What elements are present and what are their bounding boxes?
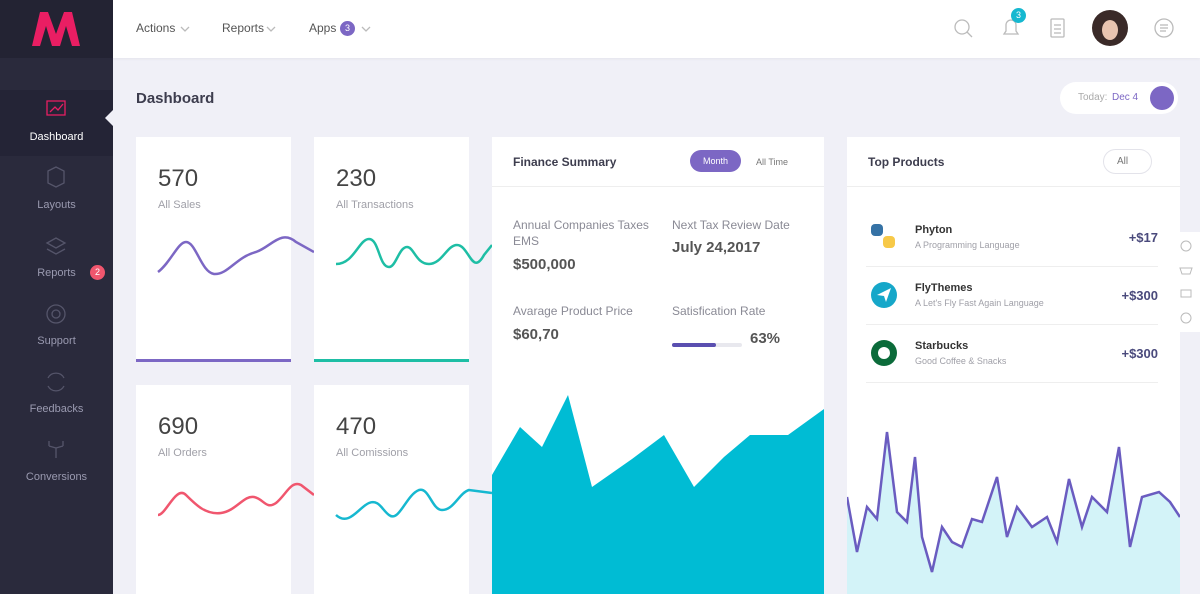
product-amount: +$300 (1121, 346, 1158, 361)
sidebar: Dashboard Layouts Reports 2 Support Feedbacks… (0, 0, 113, 594)
topbar-icons (180, 10, 1174, 46)
product-icons (871, 224, 897, 366)
nav-icon (46, 304, 66, 324)
nav-icon (47, 372, 65, 392)
product-name: FlyThemes (915, 282, 973, 294)
nav-item[interactable]: Reports (37, 267, 76, 279)
stat-label: All Sales (158, 199, 201, 211)
divider (866, 382, 1158, 383)
card-title: Top Products (868, 155, 945, 169)
area-chart (492, 395, 824, 594)
product-description: Good Coffee & Snacks (915, 356, 1007, 366)
date-label: Today: (1078, 92, 1108, 103)
product-description: A Programming Language (915, 240, 1020, 250)
logo-area (0, 0, 113, 58)
field-value: $60,70 (513, 326, 559, 343)
products-card: Top Products All Phyton A Programming La… (847, 137, 1180, 594)
nav-item[interactable]: Layouts (37, 199, 76, 211)
product-description: A Let's Fly Fast Again Language (915, 298, 1044, 308)
menu-item[interactable]: Apps (309, 21, 337, 35)
nav-item[interactable]: Support (37, 335, 76, 347)
field-label: Next Tax Review Date (672, 218, 790, 232)
nav-badge: 2 (90, 265, 105, 280)
nav-item[interactable]: Dashboard (29, 131, 84, 143)
field-value: July 24,2017 (672, 239, 761, 256)
notification-badge: 3 (1011, 8, 1026, 23)
nav-icon (45, 237, 67, 255)
sparkline (335, 237, 492, 269)
sparkline (157, 482, 314, 517)
product-name: Starbucks (915, 340, 969, 352)
filter[interactable]: All (1103, 149, 1152, 174)
stat-card: 690 All Orders (136, 385, 314, 594)
stat-card: 470 All Comissions (314, 385, 492, 594)
page-title: Dashboard (136, 90, 215, 107)
stat-value: 690 (158, 413, 199, 440)
field-value: $500,000 (513, 256, 576, 273)
stat-value: 570 (158, 165, 199, 192)
topbar: Actions Reports Apps 3 3 (113, 0, 1200, 58)
apps-badge: 3 (340, 21, 355, 36)
nav-item[interactable]: Feedbacks (29, 403, 84, 415)
field-label: Avarage Product Price (513, 304, 633, 318)
tab[interactable]: Month (690, 150, 741, 172)
divider (866, 324, 1158, 325)
active-notch (105, 110, 113, 126)
stat-card: 230 All Transactions (314, 137, 492, 362)
menu-item[interactable]: Actions (136, 21, 176, 35)
tab[interactable]: All Time (756, 157, 789, 167)
nav-icon (48, 441, 64, 458)
product-amount: +$17 (1128, 230, 1158, 245)
nav-icon (47, 166, 65, 188)
nav-item[interactable]: Conversions (25, 471, 88, 483)
product-amount: +$300 (1121, 288, 1158, 303)
date-picker[interactable]: Today: Dec 4 (1060, 82, 1178, 114)
stat-value: 230 (336, 165, 377, 192)
stat-label: All Orders (158, 447, 207, 459)
finance-card: Finance Summary Month All Time Annual Co… (492, 137, 824, 594)
card-title: Finance Summary (513, 155, 617, 169)
nav-icon (46, 100, 66, 116)
stat-value: 470 (336, 413, 377, 440)
divider (866, 266, 1158, 267)
sparkline (157, 236, 314, 276)
side-toolbar[interactable] (1172, 232, 1200, 332)
logo (32, 12, 80, 46)
menu-item[interactable]: Reports (222, 21, 265, 35)
rate-label: 63% (750, 330, 781, 347)
line-area-chart (847, 431, 1180, 594)
product-name: Phyton (915, 224, 953, 236)
progress-track (672, 343, 742, 347)
date-button[interactable] (1150, 86, 1174, 110)
stat-card: 570 All Sales (136, 137, 314, 362)
toolbar-icons (1179, 240, 1193, 324)
stat-label: All Transactions (336, 199, 414, 211)
sparkline (335, 488, 492, 520)
divider (492, 186, 824, 187)
progress-bar (672, 343, 717, 347)
date-value: Dec 4 (1112, 92, 1139, 103)
divider (847, 186, 1180, 187)
field-label: Satisfication Rate (672, 304, 766, 318)
field-label: Annual Companies Taxes EMS (513, 218, 649, 248)
stat-label: All Comissions (336, 447, 409, 459)
